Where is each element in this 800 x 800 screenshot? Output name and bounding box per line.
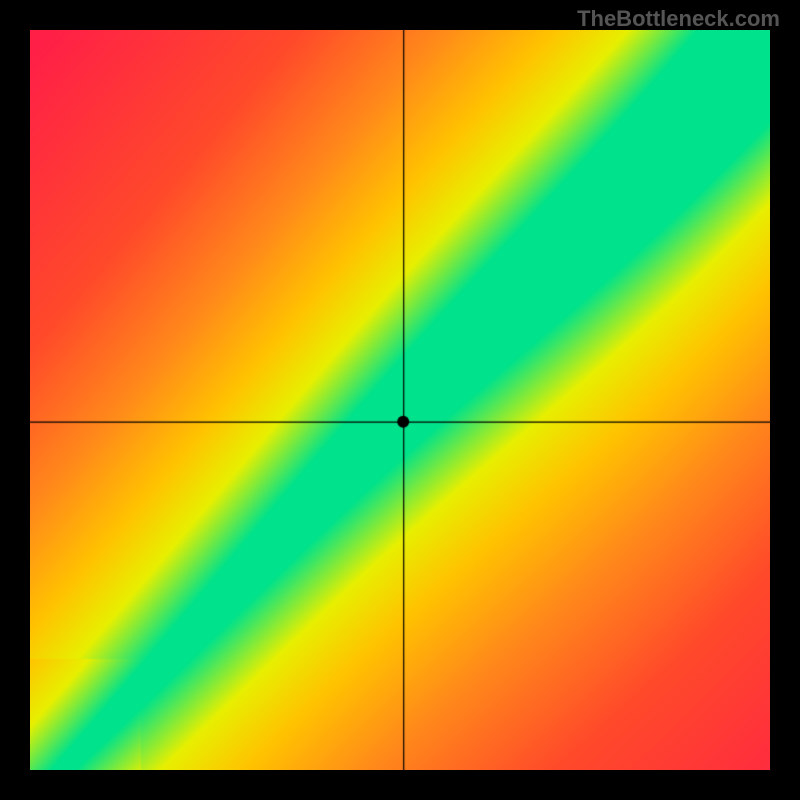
chart-container: TheBottleneck.com	[0, 0, 800, 800]
bottleneck-heatmap	[30, 30, 770, 770]
watermark-text: TheBottleneck.com	[577, 6, 780, 32]
